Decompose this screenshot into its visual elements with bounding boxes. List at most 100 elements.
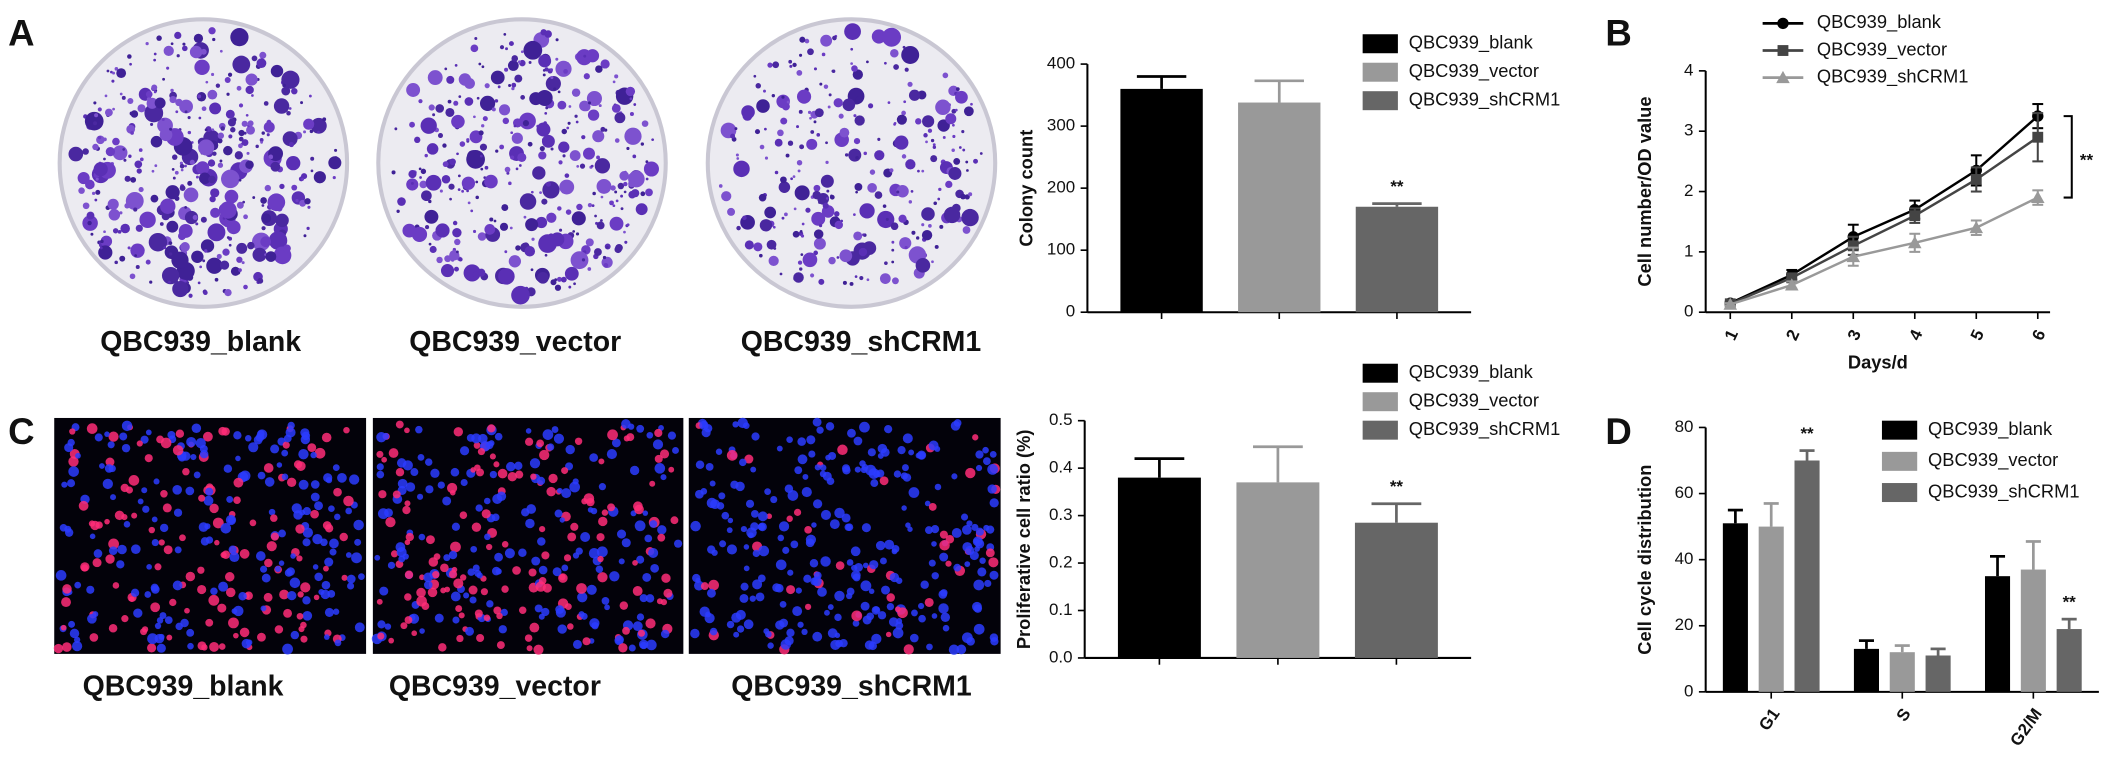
- legend-label: QBC939_shCRM1: [1928, 480, 2080, 502]
- colony: [858, 247, 868, 257]
- colony: [585, 49, 600, 63]
- nucleus: [214, 539, 220, 546]
- nucleus: [834, 507, 845, 519]
- colony: [979, 152, 983, 155]
- colony: [904, 192, 908, 196]
- colony: [174, 170, 179, 175]
- nucleus: [263, 592, 273, 602]
- nucleus: [555, 607, 566, 618]
- nucleus: [797, 454, 808, 465]
- colony: [396, 209, 400, 213]
- colony: [904, 67, 909, 72]
- nucleus: [228, 545, 237, 554]
- nucleus: [186, 436, 197, 447]
- nucleus: [314, 447, 326, 459]
- colony: [579, 100, 590, 112]
- nucleus: [347, 582, 355, 590]
- colony: [877, 137, 881, 141]
- nucleus: [218, 581, 229, 592]
- error-bar: [1858, 639, 1874, 649]
- nucleus: [939, 540, 950, 551]
- nucleus: [270, 514, 278, 522]
- colony: [733, 160, 750, 178]
- nucleus: [492, 566, 501, 576]
- colony: [520, 50, 524, 54]
- y-tick-label: 0.0: [1049, 647, 1073, 666]
- colony: [454, 63, 458, 67]
- bar: [1758, 526, 1784, 692]
- colony: [945, 180, 953, 189]
- colony: [228, 243, 232, 247]
- colony: [626, 223, 630, 227]
- colony: [117, 230, 122, 234]
- nucleus: [618, 643, 628, 653]
- colony: [439, 189, 443, 193]
- colony: [200, 239, 215, 253]
- colony: [855, 96, 862, 103]
- colony: [767, 62, 773, 68]
- nucleus: [706, 588, 716, 598]
- colony: [251, 94, 254, 97]
- colony: [108, 209, 121, 221]
- nucleus: [67, 479, 76, 488]
- nucleus: [136, 440, 143, 447]
- colony: [755, 83, 762, 89]
- nucleus: [977, 567, 987, 577]
- colony: [921, 207, 935, 221]
- nucleus: [804, 525, 812, 534]
- colony: [166, 66, 170, 70]
- nucleus: [634, 504, 644, 515]
- nucleus: [786, 436, 793, 443]
- nucleus: [191, 423, 202, 433]
- colony: [596, 221, 605, 230]
- nucleus: [900, 472, 908, 480]
- x-axis-title: Days/d: [1848, 352, 1908, 373]
- colony: [447, 99, 452, 104]
- nucleus: [604, 604, 610, 611]
- colony: [753, 74, 757, 78]
- colony: [774, 138, 783, 147]
- colony: [436, 256, 443, 264]
- colony: [557, 90, 561, 94]
- colony: [614, 138, 620, 143]
- colony: [279, 183, 285, 190]
- nucleus: [820, 556, 831, 567]
- colony: [441, 174, 451, 184]
- colony: [112, 71, 116, 75]
- nucleus: [107, 441, 115, 449]
- nucleus: [307, 443, 317, 453]
- nucleus: [221, 427, 230, 436]
- nucleus: [81, 564, 89, 572]
- colony: [127, 246, 131, 250]
- colony: [573, 282, 576, 286]
- colony: [759, 144, 765, 150]
- nucleus: [965, 545, 975, 556]
- nucleus: [743, 619, 754, 630]
- colony: [444, 67, 448, 71]
- nucleus: [747, 532, 754, 539]
- nucleus: [153, 478, 160, 485]
- colony: [559, 179, 575, 195]
- nucleus: [942, 624, 950, 632]
- colony: [799, 267, 803, 271]
- colony: [896, 190, 900, 194]
- colony: [263, 121, 275, 133]
- nucleus: [329, 538, 339, 549]
- colony: [794, 185, 810, 201]
- nucleus: [167, 430, 176, 439]
- colony: [150, 135, 163, 148]
- nucleus: [726, 450, 738, 461]
- colony: [564, 173, 570, 178]
- nucleus: [381, 456, 387, 463]
- nucleus: [730, 480, 739, 489]
- nucleus: [817, 587, 827, 597]
- colony: [402, 223, 417, 238]
- nucleus: [239, 548, 250, 559]
- colony: [651, 138, 655, 142]
- colony: [192, 215, 198, 221]
- nucleus: [257, 430, 265, 437]
- colony: [82, 202, 90, 210]
- colony: [211, 128, 215, 132]
- nucleus: [474, 569, 482, 577]
- colony: [779, 272, 783, 276]
